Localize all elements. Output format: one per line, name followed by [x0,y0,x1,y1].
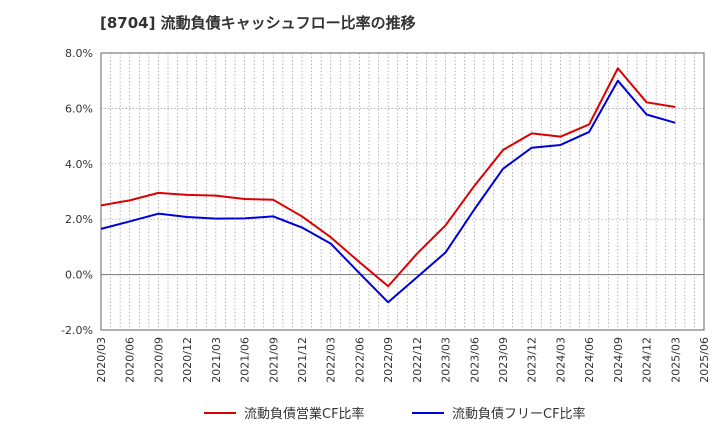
y-tick-label: 8.0% [65,47,93,60]
x-tick-label: 2022/03 [325,337,338,383]
x-tick-label: 2022/09 [382,337,395,383]
y-tick-label: 2.0% [65,213,93,226]
plot-frame [100,52,705,331]
legend-label: 流動負債営業CF比率 [244,406,365,422]
x-tick-label: 2022/06 [353,337,366,383]
series [100,67,676,304]
x-tick-label: 2020/09 [152,337,165,383]
x-tick-label: 2021/09 [267,337,280,383]
y-tick-label: 6.0% [65,102,93,115]
x-tick-label: 2025/06 [698,337,711,383]
series-line [100,79,676,304]
legend: 流動負債営業CF比率 流動負債フリーCF比率 [204,406,586,422]
x-tick-label: 2021/12 [296,337,309,383]
plot-area [101,53,704,330]
x-tick-label: 2021/06 [239,337,252,383]
chart-title: [8704] 流動負債キャッシュフロー比率の推移 [100,14,416,32]
grid [101,52,704,331]
x-tick-label: 2023/06 [468,337,481,383]
x-tick-label: 2024/12 [641,337,654,383]
legend-label: 流動負債フリーCF比率 [452,406,586,422]
y-tick-label: 4.0% [65,158,93,171]
x-tick-label: 2024/06 [583,337,596,383]
series-line [100,67,676,288]
x-tick-label: 2020/03 [95,337,108,383]
y-tick-label: 0.0% [65,269,93,282]
axes: -2.0% 0.0% 2.0% 4.0% 6.0% 8.0% 2020/03 2020/06 2… [61,47,711,383]
x-tick-label: 2025/03 [669,337,682,383]
x-tick-label: 2020/06 [124,337,137,383]
x-tick-label: 2024/03 [554,337,567,383]
y-tick-label: -2.0% [61,324,93,337]
x-tick-label: 2024/09 [612,337,625,383]
x-tick-label: 2020/12 [181,337,194,383]
x-tick-label: 2023/12 [526,337,539,383]
x-tick-label: 2023/09 [497,337,510,383]
x-tick-label: 2021/03 [210,337,223,383]
x-tick-label: 2023/03 [440,337,453,383]
x-tick-label: 2022/12 [411,337,424,383]
